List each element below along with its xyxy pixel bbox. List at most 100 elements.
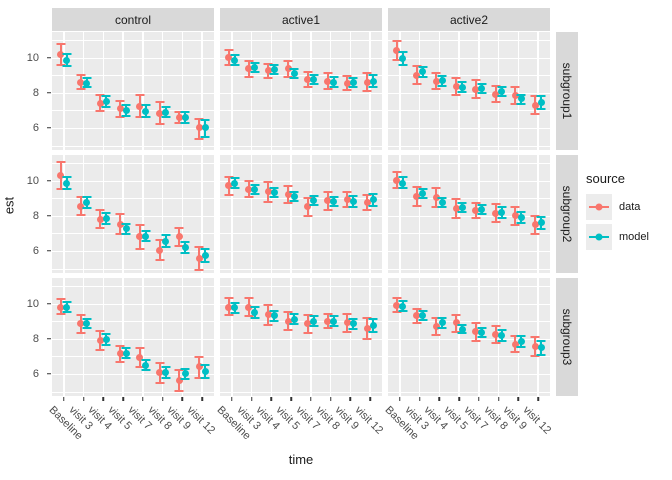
major-gridline — [438, 278, 441, 396]
point-model — [399, 302, 407, 310]
x-axis-title: time — [288, 452, 314, 467]
facet-col-label: control — [114, 12, 152, 27]
point-data — [304, 320, 312, 328]
point-data — [245, 65, 253, 73]
minor-gridline — [388, 391, 550, 393]
major-gridline — [52, 127, 214, 130]
legend-glyph-model — [586, 223, 612, 250]
point-model — [83, 199, 91, 207]
point-data — [264, 311, 272, 319]
major-gridline — [220, 373, 382, 376]
major-gridline — [290, 278, 292, 396]
point-model — [231, 179, 239, 187]
point-data — [363, 78, 371, 86]
legend: source data model — [578, 0, 672, 452]
panel-grid: 10 8 6 subgroup1 10 8 6 subgroup2 10 8 6 subgroup3 — [4, 32, 578, 396]
panel-active2-subgroup1 — [388, 32, 550, 150]
point-model — [162, 237, 170, 245]
major-gridline — [142, 278, 144, 396]
point-model — [399, 179, 407, 187]
point-model — [310, 76, 318, 84]
major-gridline — [290, 155, 292, 273]
major-gridline — [201, 278, 203, 396]
y-tick-label: 8 — [32, 86, 39, 99]
point-data — [116, 350, 124, 358]
major-gridline — [161, 155, 164, 273]
minor-gridline — [388, 356, 550, 358]
x-tick-mark — [478, 397, 480, 401]
facet-row-label: subgroup1 — [560, 62, 574, 120]
minor-gridline — [388, 162, 550, 164]
point-data — [511, 340, 519, 348]
y-tick-mark — [47, 92, 51, 94]
major-gridline — [329, 32, 332, 150]
major-gridline — [418, 278, 421, 396]
minor-gridline — [52, 268, 214, 270]
legend-key-data: data — [586, 193, 640, 220]
point-data — [264, 188, 272, 196]
point-model — [63, 56, 71, 64]
point-data — [393, 46, 401, 54]
minor-gridline — [52, 39, 214, 41]
point-model — [419, 68, 427, 76]
major-gridline — [458, 155, 460, 273]
point-model — [162, 108, 170, 116]
minor-gridline — [52, 198, 214, 199]
point-data — [96, 99, 104, 107]
major-gridline — [220, 180, 382, 183]
x-tick-mark — [517, 397, 520, 401]
point-data — [96, 337, 104, 345]
point-model — [142, 107, 150, 115]
point-model — [537, 344, 545, 352]
point-data — [452, 205, 460, 213]
point-model — [349, 198, 357, 206]
point-data — [57, 171, 65, 179]
point-data — [511, 212, 519, 220]
point-model — [201, 251, 209, 259]
point-data — [304, 76, 312, 84]
point-model — [162, 368, 170, 376]
point-data — [136, 233, 144, 241]
minor-gridline — [388, 145, 550, 147]
point-data — [324, 317, 332, 325]
x-tick-mark — [161, 397, 164, 401]
point-model — [369, 77, 377, 85]
major-gridline — [52, 92, 214, 95]
point-model — [290, 69, 298, 77]
major-gridline — [220, 215, 382, 218]
major-gridline — [388, 373, 550, 376]
y-tick-label: 6 — [32, 367, 39, 380]
facet-row-label: subgroup3 — [560, 308, 574, 366]
point-model — [83, 320, 91, 328]
major-gridline — [52, 373, 214, 376]
point-data — [452, 83, 460, 91]
point-model — [83, 79, 91, 87]
y-tick-label: 10 — [26, 297, 39, 310]
point-model — [310, 197, 318, 205]
minor-gridline — [388, 233, 550, 235]
point-data — [363, 199, 371, 207]
x-tick-mark — [231, 397, 233, 401]
major-gridline — [369, 155, 371, 273]
point-model — [270, 312, 278, 320]
y-tick-mark — [47, 373, 51, 375]
minor-gridline — [52, 285, 214, 287]
minor-gridline — [388, 285, 550, 287]
point-model — [478, 84, 486, 92]
minor-gridline — [388, 110, 550, 112]
y-axis-subgroup3: 10 8 6 — [4, 278, 51, 396]
major-gridline — [63, 278, 65, 396]
y-axis-subgroup1: 10 8 6 — [4, 32, 51, 150]
major-gridline — [201, 155, 203, 273]
point-model — [251, 308, 259, 316]
facet-row-strip-subgroup3: subgroup3 — [556, 278, 578, 396]
point-data — [413, 71, 421, 79]
major-gridline — [250, 32, 253, 150]
point-data — [432, 77, 440, 85]
minor-gridline — [220, 285, 382, 287]
y-tick-mark — [47, 250, 51, 252]
point-data — [432, 193, 440, 201]
point-model — [122, 106, 130, 114]
point-data — [264, 67, 272, 75]
